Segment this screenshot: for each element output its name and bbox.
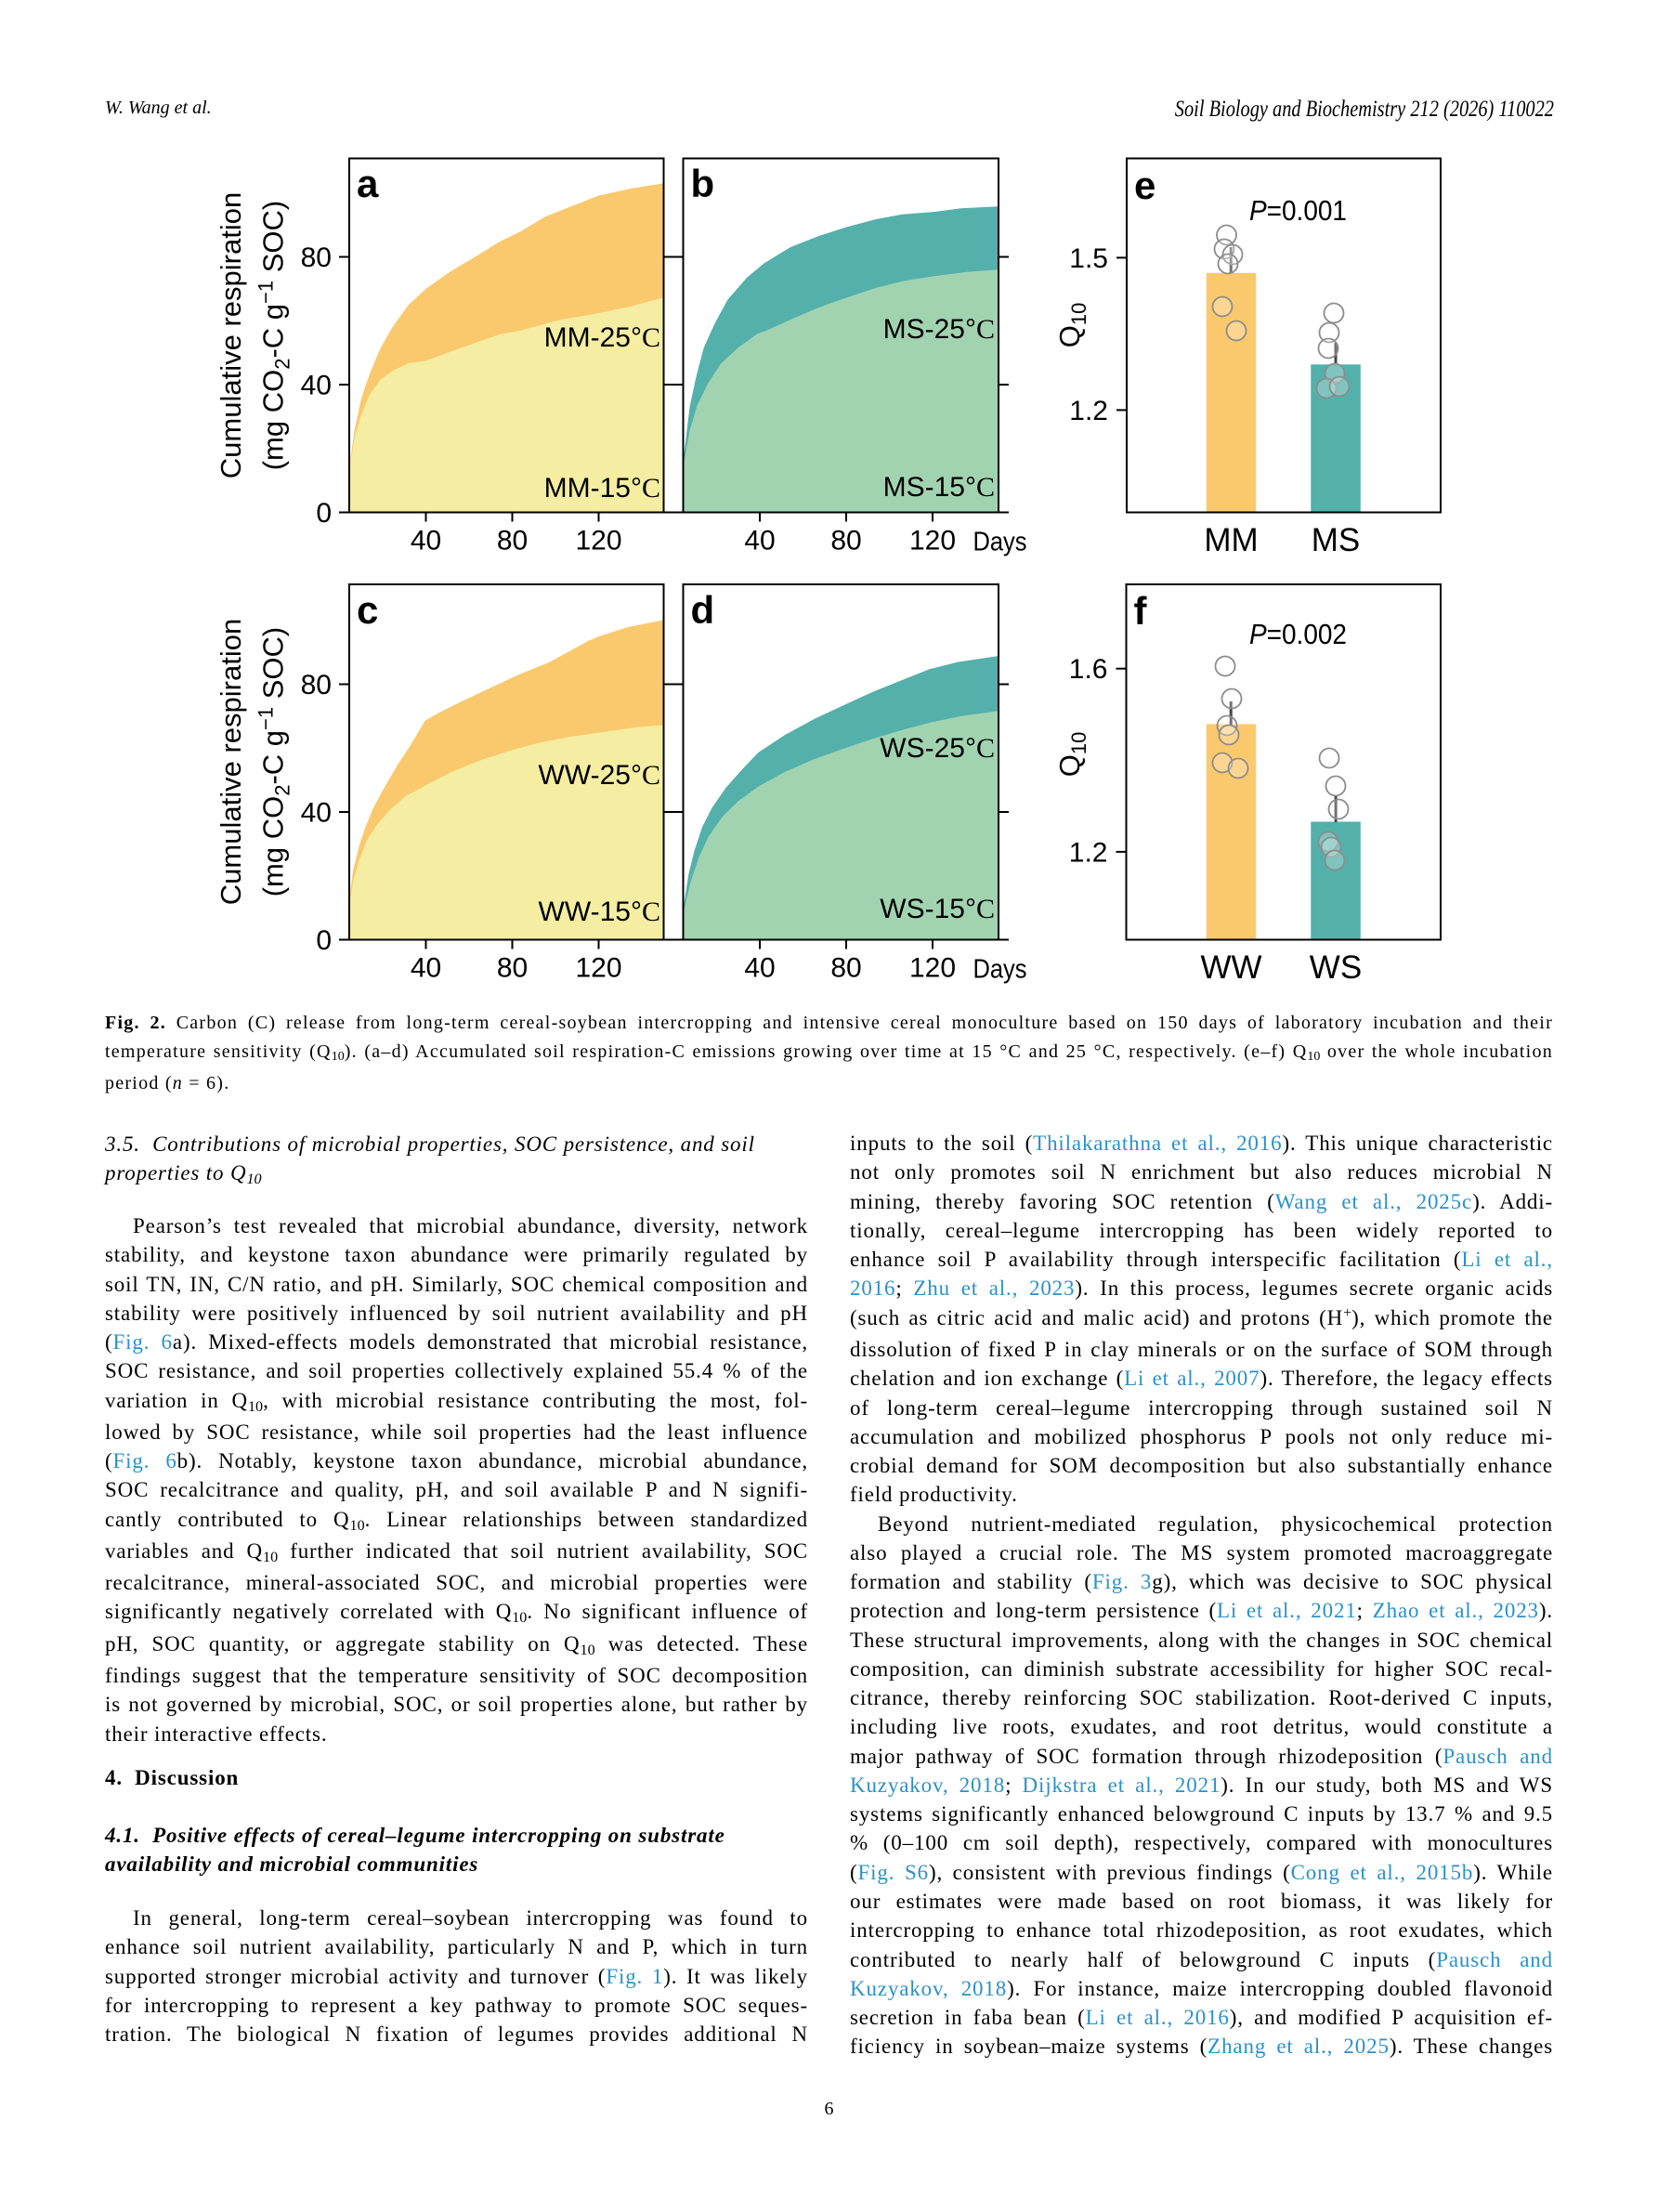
svg-text:40: 40 bbox=[744, 526, 775, 556]
svg-text:120: 120 bbox=[909, 526, 956, 556]
svg-text:1.2: 1.2 bbox=[1069, 396, 1108, 426]
svg-text:Cumulative respiration: Cumulative respiration bbox=[215, 619, 247, 905]
svg-text:80: 80 bbox=[301, 670, 332, 700]
svg-text:MS-15°C: MS-15°C bbox=[883, 472, 995, 503]
svg-text:WW-25°C: WW-25°C bbox=[539, 760, 660, 791]
svg-text:1.2: 1.2 bbox=[1069, 837, 1108, 868]
svg-text:Q10: Q10 bbox=[1053, 732, 1090, 778]
svg-text:d: d bbox=[691, 588, 715, 632]
svg-text:120: 120 bbox=[575, 953, 621, 984]
svg-text:WS: WS bbox=[1310, 949, 1362, 986]
svg-text:80: 80 bbox=[301, 242, 332, 273]
svg-text:f: f bbox=[1134, 589, 1148, 633]
svg-text:WS-15°C: WS-15°C bbox=[880, 894, 995, 924]
svg-text:1.5: 1.5 bbox=[1069, 243, 1108, 274]
svg-text:80: 80 bbox=[830, 953, 861, 984]
svg-text:P=0.002: P=0.002 bbox=[1249, 618, 1347, 650]
svg-text:Q10: Q10 bbox=[1053, 303, 1090, 348]
svg-text:a: a bbox=[357, 162, 379, 205]
svg-text:40: 40 bbox=[411, 953, 441, 984]
svg-text:80: 80 bbox=[497, 526, 528, 556]
svg-text:Cumulative respiration: Cumulative respiration bbox=[215, 192, 247, 478]
svg-text:Days: Days bbox=[973, 955, 1027, 985]
svg-text:MM: MM bbox=[1204, 522, 1258, 558]
svg-text:MM-25°C: MM-25°C bbox=[544, 322, 660, 353]
svg-text:40: 40 bbox=[411, 526, 441, 556]
svg-text:120: 120 bbox=[909, 953, 956, 984]
svg-text:P=0.001: P=0.001 bbox=[1249, 194, 1347, 227]
svg-text:(mg CO2-C g−1 SOC): (mg CO2-C g−1 SOC) bbox=[255, 627, 294, 897]
svg-text:WS-25°C: WS-25°C bbox=[880, 733, 995, 764]
svg-text:40: 40 bbox=[744, 953, 775, 984]
svg-text:e: e bbox=[1134, 164, 1155, 207]
svg-text:WW: WW bbox=[1200, 949, 1261, 986]
svg-text:40: 40 bbox=[301, 371, 332, 401]
svg-text:(mg CO2-C g−1 SOC): (mg CO2-C g−1 SOC) bbox=[255, 201, 294, 471]
svg-text:0: 0 bbox=[316, 498, 332, 529]
svg-text:120: 120 bbox=[575, 526, 621, 556]
svg-text:c: c bbox=[357, 588, 378, 632]
svg-text:1.6: 1.6 bbox=[1069, 654, 1108, 685]
svg-text:0: 0 bbox=[316, 925, 332, 956]
svg-text:MS: MS bbox=[1312, 522, 1361, 558]
svg-text:40: 40 bbox=[301, 798, 332, 829]
svg-text:b: b bbox=[691, 162, 715, 205]
svg-text:WW-15°C: WW-15°C bbox=[539, 897, 660, 927]
svg-text:MS-25°C: MS-25°C bbox=[883, 314, 995, 345]
svg-text:Days: Days bbox=[973, 528, 1027, 557]
svg-text:80: 80 bbox=[497, 953, 528, 984]
svg-text:MM-15°C: MM-15°C bbox=[544, 473, 660, 504]
svg-text:80: 80 bbox=[830, 526, 861, 556]
